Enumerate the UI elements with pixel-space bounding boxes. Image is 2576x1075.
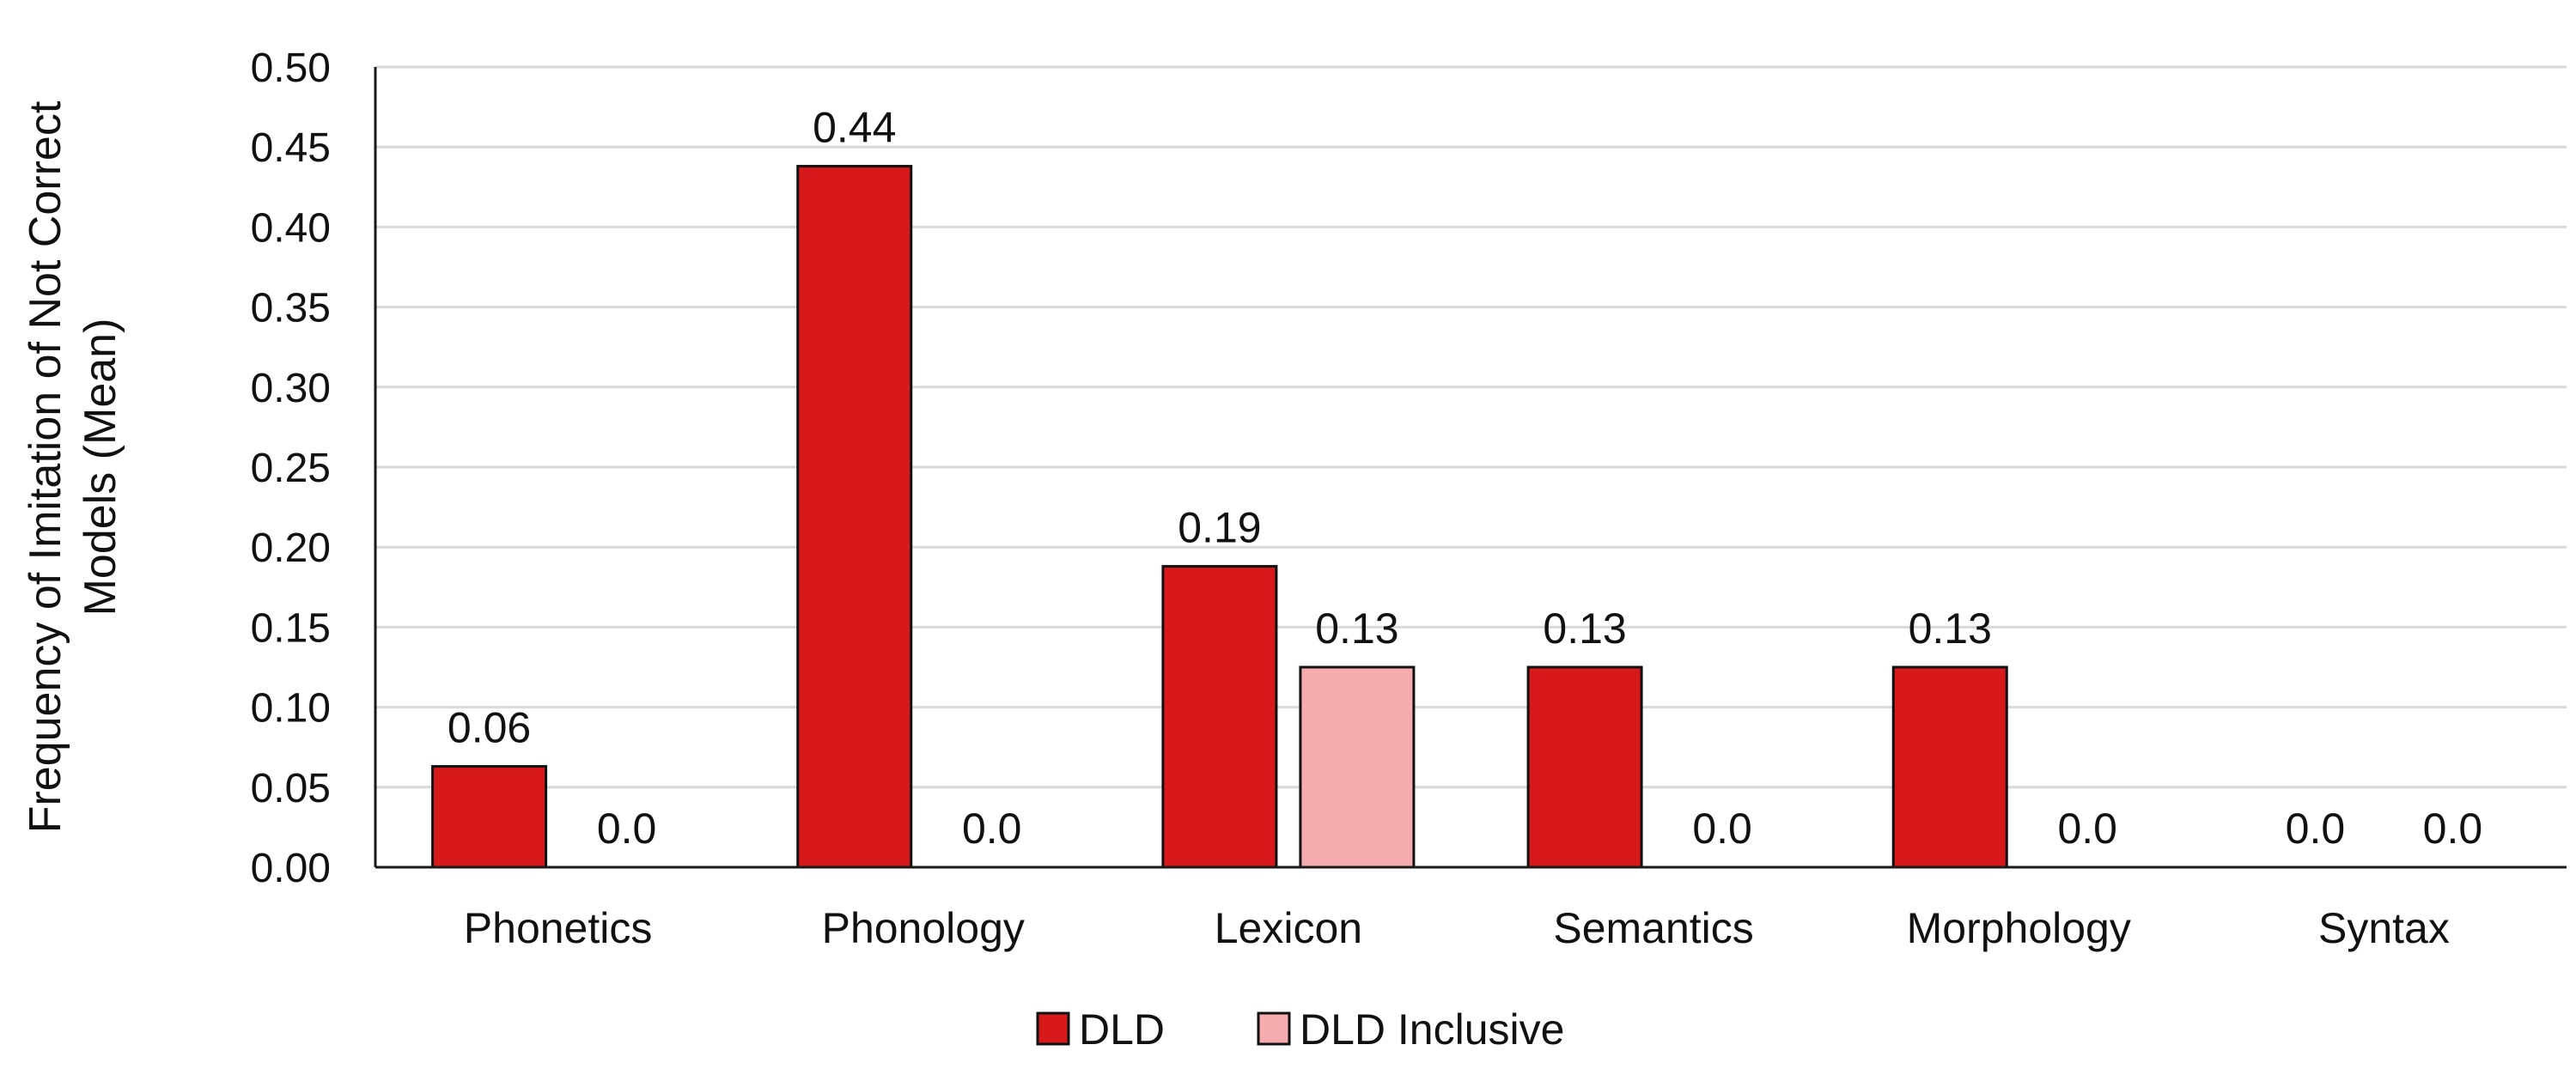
data-label: 0.0: [2286, 805, 2346, 853]
bar-dld-morphology: [1891, 665, 2008, 869]
y-tick-label: 0.45: [251, 125, 331, 171]
y-tick-label: 0.05: [251, 766, 331, 811]
y-tick-label: 0.15: [251, 605, 331, 651]
data-label: 0.44: [813, 104, 896, 152]
labels: 0.00 0.05 0.10 0.15 0.20 0.25 0.30 0.35 0.40 0.45…: [21, 46, 2482, 952]
data-label: 0.0: [2057, 805, 2117, 853]
y-tick-label: 0.20: [251, 525, 331, 571]
y-tick-label: 0.30: [251, 366, 331, 411]
data-label: 0.13: [1315, 604, 1398, 653]
x-category-label: Phonology: [822, 904, 1025, 952]
data-label: 0.0: [597, 805, 657, 853]
data-label: 0.06: [448, 704, 531, 752]
y-axis-title: Frequency of Imitation of Not Correct Mod…: [21, 100, 125, 833]
y-tick-label: 0.40: [251, 205, 331, 251]
y-tick-label: 0.00: [251, 846, 331, 891]
y-axis-title-line: Models (Mean): [76, 319, 125, 616]
bar-dld-phonology: [796, 165, 913, 869]
x-category-label: Semantics: [1553, 904, 1753, 952]
bar-dld-inclusive-lexicon: [1299, 665, 1416, 869]
data-label: 0.13: [1909, 604, 1992, 653]
data-label: 0.0: [1692, 805, 1752, 853]
data-label: 0.13: [1543, 604, 1626, 653]
legend-label: DLD Inclusive: [1300, 1005, 1564, 1054]
bar-dld-phonetics: [431, 765, 548, 869]
data-label: 0.0: [2423, 805, 2483, 853]
y-axis-title-line: Frequency of Imitation of Not Correct: [21, 100, 70, 833]
y-tick-label: 0.35: [251, 286, 331, 331]
x-category-label: Phonetics: [464, 904, 653, 952]
y-tick-label: 0.50: [251, 46, 331, 91]
data-label: 0.19: [1178, 504, 1261, 552]
axes: [374, 67, 2567, 869]
x-category-label: Syntax: [2318, 904, 2450, 952]
y-tick-label: 0.10: [251, 686, 331, 732]
legend-label: DLD: [1079, 1005, 1165, 1054]
x-category-label: Morphology: [1907, 904, 2131, 952]
bar-dld-lexicon: [1161, 565, 1278, 869]
data-label: 0.0: [962, 805, 1022, 853]
legend-swatch-dld-inclusive: [1257, 1011, 1291, 1046]
bar-dld-semantics: [1526, 665, 1643, 869]
legend-swatch-dld: [1036, 1011, 1070, 1046]
x-category-label: Lexicon: [1215, 904, 1362, 952]
gridlines: [375, 65, 2567, 789]
y-tick-label: 0.25: [251, 446, 331, 491]
legend: DLD DLD Inclusive: [1036, 1005, 1564, 1054]
